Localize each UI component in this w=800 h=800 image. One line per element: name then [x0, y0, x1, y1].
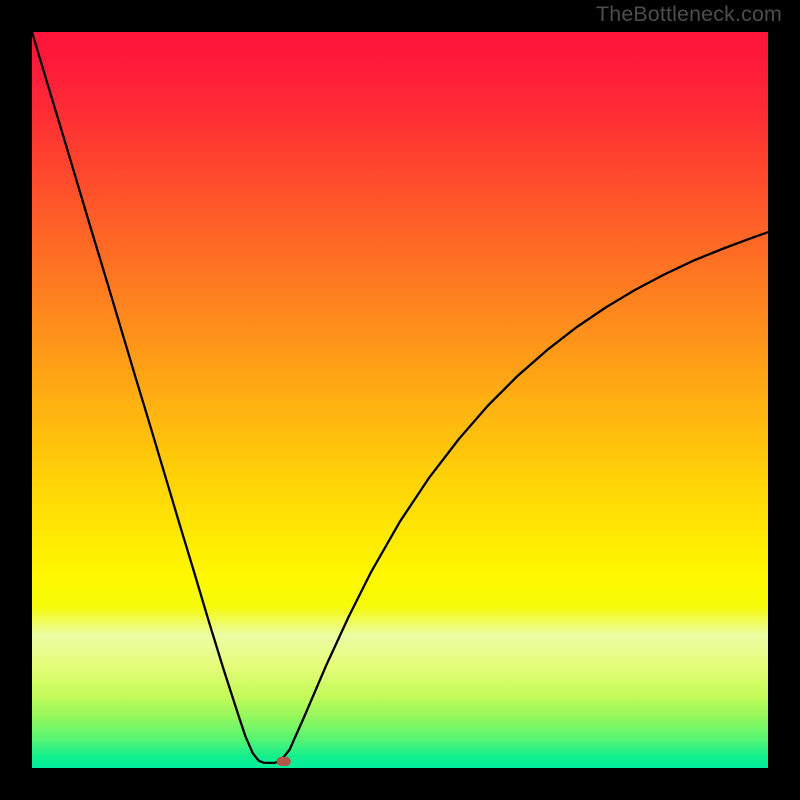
chart-container: { "canvas": { "width": 800, "height": 80… [0, 0, 800, 800]
watermark-text: TheBottleneck.com [596, 2, 782, 27]
optimal-marker [277, 757, 291, 766]
bottleneck-chart [0, 0, 800, 800]
